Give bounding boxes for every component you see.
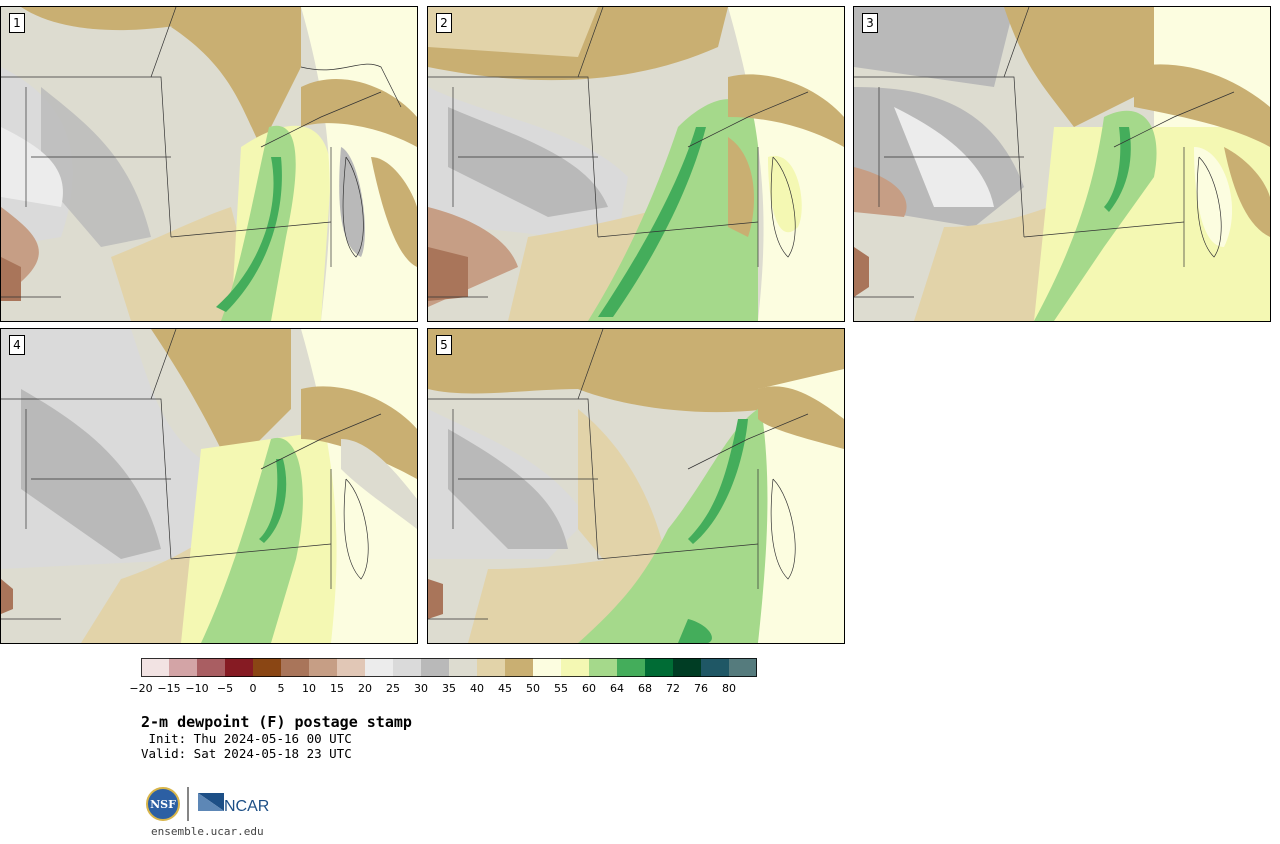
colorbar-swatch xyxy=(253,658,281,677)
colorbar-tick-label: 10 xyxy=(302,682,316,695)
nsf-ncar-logo: NSF NCAR xyxy=(146,787,269,821)
map-panel-3: 3 xyxy=(853,6,1271,322)
colorbar-border xyxy=(141,658,757,677)
colorbar-tick-label: 0 xyxy=(249,682,257,695)
colorbar-tick-label: 35 xyxy=(442,682,456,695)
colorbar-swatch xyxy=(645,658,673,677)
colorbar-swatch xyxy=(617,658,645,677)
colorbar-swatch xyxy=(365,658,393,677)
colorbar-tick-label: −20 xyxy=(129,682,153,695)
colorbar-swatch xyxy=(505,658,533,677)
dewpoint-map-5 xyxy=(428,329,844,643)
colorbar-tick-label: 25 xyxy=(386,682,400,695)
colorbar-swatch xyxy=(225,658,253,677)
colorbar-tick-label: 60 xyxy=(582,682,596,695)
panel-number: 2 xyxy=(436,13,452,33)
colorbar-tick-label: −10 xyxy=(185,682,209,695)
colorbar-tick-label: 50 xyxy=(526,682,540,695)
colorbar-tick-label: 40 xyxy=(470,682,484,695)
colorbar-tick-label: −15 xyxy=(157,682,181,695)
dewpoint-map-1 xyxy=(1,7,417,321)
colorbar-tick-label: 68 xyxy=(638,682,652,695)
colorbar-swatch xyxy=(337,658,365,677)
colorbar-tick-label: 20 xyxy=(358,682,372,695)
figure-title: 2-m dewpoint (F) postage stamp xyxy=(141,713,412,731)
map-panel-4: 4 xyxy=(0,328,418,644)
colorbar-tick-label: 80 xyxy=(722,682,736,695)
colorbar-tick-label: 30 xyxy=(414,682,428,695)
colorbar-tick-label: 55 xyxy=(554,682,568,695)
colorbar-swatch xyxy=(421,658,449,677)
colorbar-tick-label: 76 xyxy=(694,682,708,695)
colorbar-tick-label: 45 xyxy=(498,682,512,695)
dewpoint-colorbar xyxy=(141,658,757,677)
nsf-text: NSF xyxy=(150,798,176,811)
colorbar-tick-label: 15 xyxy=(330,682,344,695)
colorbar-swatch xyxy=(477,658,505,677)
map-panel-2: 2 xyxy=(427,6,845,322)
colorbar-swatch xyxy=(589,658,617,677)
init-time: Init: Thu 2024-05-16 00 UTC xyxy=(141,731,352,746)
colorbar-swatch xyxy=(701,658,729,677)
dewpoint-map-2 xyxy=(428,7,844,321)
colorbar-swatch xyxy=(729,658,757,677)
panel-number: 5 xyxy=(436,335,452,355)
ncar-text: NCAR xyxy=(224,798,269,815)
colorbar-tick-label: 64 xyxy=(610,682,624,695)
panel-number: 3 xyxy=(862,13,878,33)
map-panel-5: 5 xyxy=(427,328,845,644)
colorbar-swatch xyxy=(197,658,225,677)
valid-time: Valid: Sat 2024-05-18 23 UTC xyxy=(141,746,352,761)
colorbar-swatch xyxy=(393,658,421,677)
dewpoint-map-4 xyxy=(1,329,417,643)
colorbar-tick-label: 5 xyxy=(277,682,285,695)
panel-number: 1 xyxy=(9,13,25,33)
colorbar-swatch xyxy=(281,658,309,677)
colorbar-swatch xyxy=(449,658,477,677)
dewpoint-map-3 xyxy=(854,7,1270,321)
colorbar-swatch xyxy=(533,658,561,677)
panel-number: 4 xyxy=(9,335,25,355)
colorbar-tick-label: 72 xyxy=(666,682,680,695)
colorbar-swatch xyxy=(561,658,589,677)
website-url: ensemble.ucar.edu xyxy=(151,825,264,838)
colorbar-swatch xyxy=(141,658,169,677)
colorbar-swatch xyxy=(169,658,197,677)
colorbar-swatch xyxy=(309,658,337,677)
map-panel-1: 1 xyxy=(0,6,418,322)
colorbar-swatch xyxy=(673,658,701,677)
colorbar-tick-label: −5 xyxy=(216,682,234,695)
